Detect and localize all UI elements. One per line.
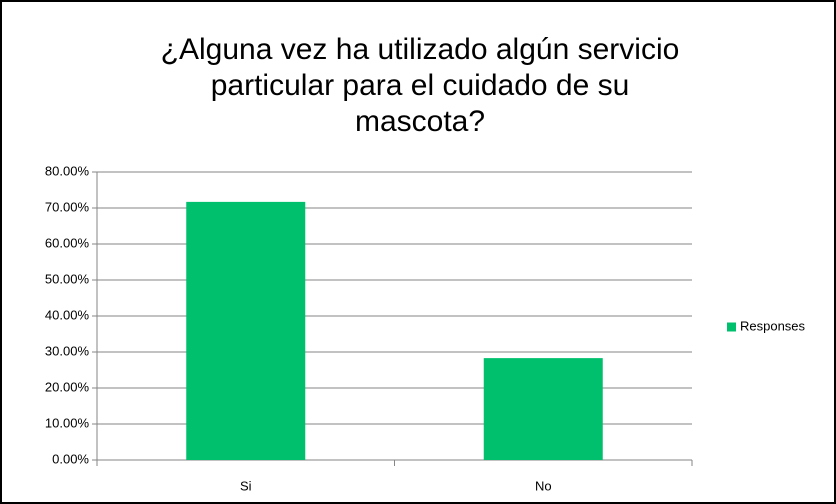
- y-tick-label: 60.00%: [45, 235, 90, 250]
- y-tick-label: 0.00%: [52, 451, 89, 466]
- legend-label: Responses: [740, 318, 806, 333]
- x-tick-label: No: [535, 478, 552, 493]
- y-tick-label: 70.00%: [45, 199, 90, 214]
- y-tick-label: 20.00%: [45, 379, 90, 394]
- bar: [483, 358, 603, 460]
- y-tick-label: 80.00%: [45, 163, 90, 178]
- y-tick-label: 40.00%: [45, 307, 90, 322]
- x-tick-label: Si: [240, 478, 252, 493]
- legend-swatch: [727, 322, 736, 332]
- y-tick-label: 30.00%: [45, 343, 90, 358]
- bar: [186, 201, 306, 460]
- y-tick-label: 50.00%: [45, 271, 90, 286]
- y-tick-label: 10.00%: [45, 415, 90, 430]
- chart-title: ¿Alguna vez ha utilizado algún servicio …: [160, 33, 680, 138]
